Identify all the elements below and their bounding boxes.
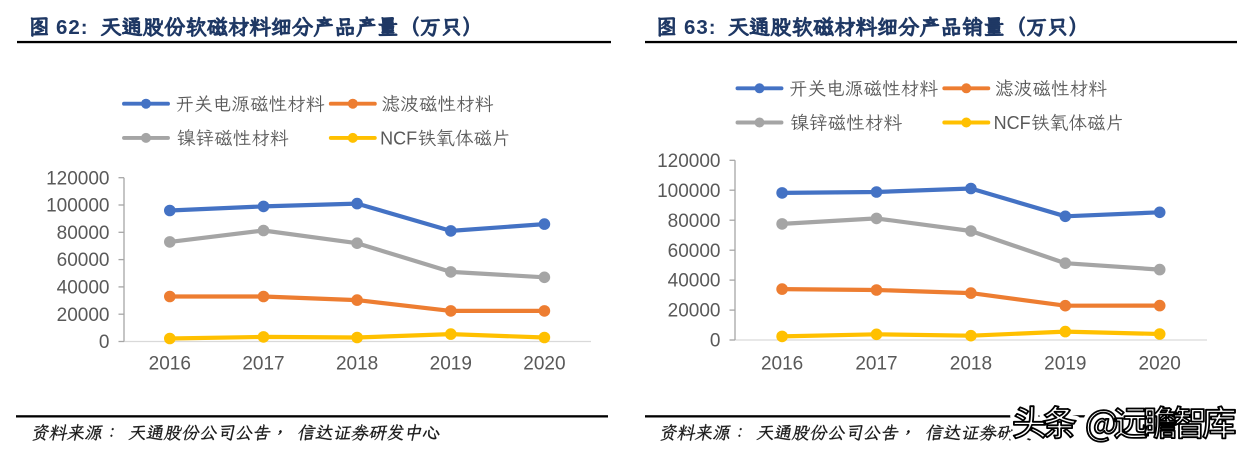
svg-text:2020: 2020 [523,354,565,375]
svg-text:NCF: NCF [380,129,417,149]
svg-text:20000: 20000 [668,301,721,322]
svg-text:100000: 100000 [657,181,720,202]
svg-text:80000: 80000 [57,223,110,244]
svg-text:2016: 2016 [761,354,803,375]
svg-text:2017: 2017 [855,354,897,375]
svg-text:60000: 60000 [668,241,721,262]
svg-text:2019: 2019 [430,354,472,375]
svg-text:120000: 120000 [657,151,720,172]
svg-text:0: 0 [710,331,721,352]
svg-text:63:: 63: [684,16,717,39]
svg-text:20000: 20000 [57,305,110,326]
svg-text:100000: 100000 [46,196,109,217]
svg-text:62:: 62: [56,16,89,39]
svg-text:60000: 60000 [57,250,110,271]
svg-text:2016: 2016 [149,354,191,375]
svg-text:2018: 2018 [950,354,992,375]
svg-text:0: 0 [99,332,110,353]
svg-text:2019: 2019 [1044,354,1086,375]
svg-text:2020: 2020 [1139,354,1181,375]
svg-text:40000: 40000 [668,271,721,292]
svg-text:2017: 2017 [242,354,284,375]
svg-text:120000: 120000 [46,168,109,189]
svg-text:80000: 80000 [668,211,721,232]
svg-text:2018: 2018 [336,354,378,375]
svg-text:40000: 40000 [57,278,110,299]
